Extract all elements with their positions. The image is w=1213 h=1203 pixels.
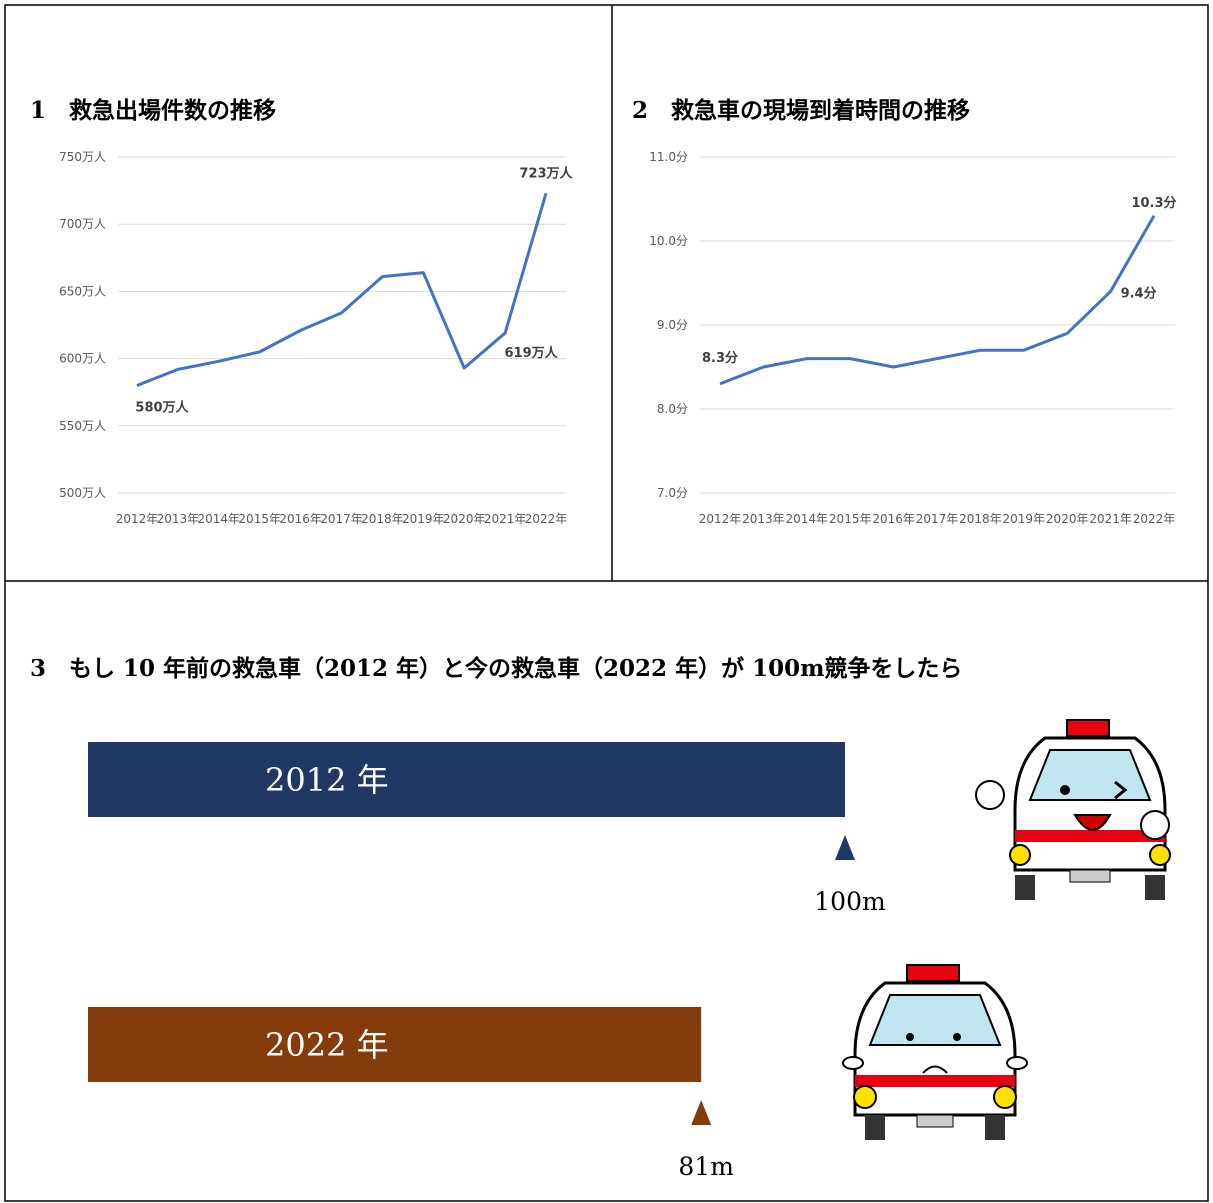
bar <box>88 742 845 817</box>
x-tick-label: 2016年 <box>872 512 915 526</box>
x-tick-label: 2022年 <box>525 512 568 526</box>
x-tick-label: 2020年 <box>443 512 486 526</box>
bar-label: 2022 年 <box>265 1026 389 1064</box>
x-tick-label: 2018年 <box>959 512 1002 526</box>
y-tick-label: 7.0分 <box>657 486 688 500</box>
data-line <box>137 193 546 385</box>
x-tick-label: 2019年 <box>402 512 445 526</box>
x-tick-label: 2021年 <box>1089 512 1132 526</box>
y-tick-label: 8.0分 <box>657 402 688 416</box>
data-label: 8.3分 <box>702 350 738 366</box>
x-tick-label: 2020年 <box>1046 512 1089 526</box>
y-tick-label: 700万人 <box>59 217 106 231</box>
x-tick-label: 2013年 <box>742 512 785 526</box>
x-tick-label: 2022年 <box>1133 512 1176 526</box>
chart-title: 2 救急車の現場到着時間の推移 <box>632 97 970 124</box>
x-tick-label: 2012年 <box>116 512 159 526</box>
end-marker <box>835 835 855 860</box>
end-marker <box>691 1100 711 1125</box>
y-tick-label: 550万人 <box>59 419 106 433</box>
ambulance-happy <box>976 720 1170 900</box>
data-label: 723万人 <box>519 165 573 181</box>
x-tick-label: 2013年 <box>157 512 200 526</box>
x-tick-label: 2017年 <box>916 512 959 526</box>
x-tick-label: 2019年 <box>1003 512 1046 526</box>
section-title: 3 もし 10 年前の救急車（2012 年）と今の救急車（2022 年）が 10… <box>30 655 962 682</box>
x-tick-label: 2014年 <box>198 512 241 526</box>
x-tick-label: 2015年 <box>829 512 872 526</box>
bar-label: 2012 年 <box>265 761 389 799</box>
chart-title: 1 救急出場件数の推移 <box>30 97 276 124</box>
ambulance-sad <box>843 965 1027 1140</box>
value-label: 100m <box>814 887 886 916</box>
data-label: 9.4分 <box>1121 285 1157 301</box>
x-tick-label: 2017年 <box>320 512 363 526</box>
data-label: 10.3分 <box>1131 195 1176 211</box>
x-tick-label: 2016年 <box>279 512 322 526</box>
y-tick-label: 11.0分 <box>649 150 688 164</box>
page: 1 救急出場件数の推移 2 救急車の現場到着時間の推移 3 もし 10 年前の救… <box>0 0 1213 1203</box>
x-tick-label: 2018年 <box>361 512 404 526</box>
x-tick-label: 2012年 <box>699 512 742 526</box>
x-tick-label: 2014年 <box>786 512 829 526</box>
data-label: 580万人 <box>135 399 189 415</box>
x-tick-label: 2021年 <box>484 512 527 526</box>
y-tick-label: 10.0分 <box>649 234 688 248</box>
data-label: 619万人 <box>505 345 559 361</box>
y-tick-label: 9.0分 <box>657 318 688 332</box>
y-tick-label: 750万人 <box>59 150 106 164</box>
x-tick-label: 2015年 <box>238 512 281 526</box>
y-tick-label: 650万人 <box>59 284 106 298</box>
y-tick-label: 600万人 <box>59 352 106 366</box>
value-label: 81m <box>678 1152 734 1181</box>
y-tick-label: 500万人 <box>59 486 106 500</box>
bar <box>88 1007 701 1082</box>
